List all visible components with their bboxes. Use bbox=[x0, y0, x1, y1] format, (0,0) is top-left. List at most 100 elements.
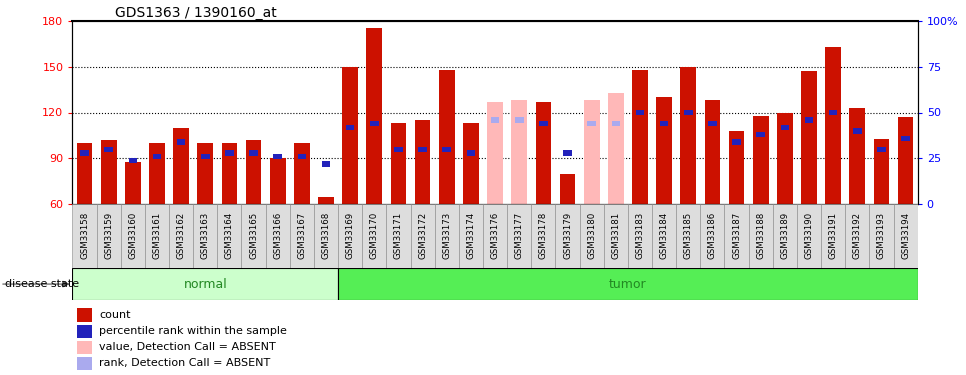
Text: GSM33184: GSM33184 bbox=[660, 212, 668, 259]
Bar bbox=[76, 324, 92, 338]
Bar bbox=[894, 204, 918, 268]
Text: GSM33181: GSM33181 bbox=[611, 212, 620, 259]
Bar bbox=[821, 204, 845, 268]
Bar bbox=[873, 138, 890, 204]
Text: tumor: tumor bbox=[610, 278, 646, 291]
Bar bbox=[169, 204, 193, 268]
Bar bbox=[386, 204, 411, 268]
Bar bbox=[656, 97, 672, 204]
Bar bbox=[680, 67, 696, 204]
Bar bbox=[245, 140, 262, 204]
Text: GSM33183: GSM33183 bbox=[636, 212, 644, 259]
Bar bbox=[76, 309, 92, 322]
Bar bbox=[555, 204, 580, 268]
Bar bbox=[829, 110, 838, 115]
Text: GSM33189: GSM33189 bbox=[781, 212, 789, 259]
Text: GSM33188: GSM33188 bbox=[756, 212, 765, 259]
Text: GSM33171: GSM33171 bbox=[394, 212, 403, 259]
Bar bbox=[346, 124, 355, 130]
Bar bbox=[611, 121, 620, 126]
Bar bbox=[608, 93, 624, 204]
Bar bbox=[732, 139, 741, 145]
Bar bbox=[773, 204, 797, 268]
Bar bbox=[242, 204, 266, 268]
Text: GSM33167: GSM33167 bbox=[298, 212, 306, 259]
Text: GSM33173: GSM33173 bbox=[442, 212, 451, 259]
Bar bbox=[531, 204, 555, 268]
Text: GSM33194: GSM33194 bbox=[901, 212, 910, 259]
Bar bbox=[338, 204, 362, 268]
Bar bbox=[217, 204, 242, 268]
Bar bbox=[897, 117, 914, 204]
Bar bbox=[97, 204, 121, 268]
Bar bbox=[439, 70, 455, 204]
Bar bbox=[700, 204, 724, 268]
Bar bbox=[366, 28, 383, 204]
Bar bbox=[342, 67, 358, 204]
Text: GSM33162: GSM33162 bbox=[177, 212, 185, 259]
Bar bbox=[249, 150, 258, 156]
Bar bbox=[221, 143, 238, 204]
Bar bbox=[604, 204, 628, 268]
Bar bbox=[173, 128, 189, 204]
Bar bbox=[684, 110, 693, 115]
Bar bbox=[539, 121, 548, 126]
Bar bbox=[636, 110, 644, 115]
Bar bbox=[708, 121, 717, 126]
Text: normal: normal bbox=[184, 278, 227, 291]
Bar bbox=[418, 147, 427, 152]
Bar bbox=[559, 174, 576, 204]
Bar bbox=[76, 143, 93, 204]
Text: GSM33174: GSM33174 bbox=[467, 212, 475, 259]
Text: GSM33190: GSM33190 bbox=[805, 212, 813, 259]
Bar bbox=[145, 204, 169, 268]
Text: GSM33187: GSM33187 bbox=[732, 212, 741, 259]
Bar bbox=[797, 204, 821, 268]
Bar bbox=[362, 204, 386, 268]
Bar bbox=[201, 154, 210, 159]
Bar bbox=[467, 150, 475, 156]
Bar bbox=[298, 154, 306, 159]
Bar bbox=[273, 154, 282, 159]
Text: GSM33166: GSM33166 bbox=[273, 212, 282, 259]
Text: value, Detection Call = ABSENT: value, Detection Call = ABSENT bbox=[99, 342, 276, 352]
Text: GSM33169: GSM33169 bbox=[346, 212, 355, 259]
Text: GSM33191: GSM33191 bbox=[829, 212, 838, 259]
Text: GDS1363 / 1390160_at: GDS1363 / 1390160_at bbox=[115, 6, 276, 20]
Text: GSM33185: GSM33185 bbox=[684, 212, 693, 259]
Bar bbox=[805, 117, 813, 123]
Bar bbox=[100, 140, 117, 204]
Text: count: count bbox=[99, 310, 131, 320]
Bar bbox=[781, 124, 789, 130]
Bar bbox=[72, 204, 97, 268]
Bar bbox=[849, 108, 866, 204]
Bar bbox=[414, 120, 431, 204]
Bar bbox=[338, 268, 918, 300]
Text: GSM33161: GSM33161 bbox=[153, 212, 161, 259]
Bar bbox=[459, 204, 483, 268]
Bar bbox=[901, 135, 910, 141]
Bar bbox=[411, 204, 435, 268]
Bar bbox=[660, 121, 668, 126]
Bar bbox=[801, 71, 817, 204]
Bar bbox=[483, 204, 507, 268]
Text: rank, Detection Call = ABSENT: rank, Detection Call = ABSENT bbox=[99, 358, 270, 368]
Text: GSM33168: GSM33168 bbox=[322, 212, 330, 259]
Bar bbox=[704, 100, 721, 204]
Bar bbox=[149, 143, 165, 204]
Bar bbox=[76, 340, 92, 354]
Bar bbox=[435, 204, 459, 268]
Bar bbox=[463, 123, 479, 204]
Bar bbox=[877, 147, 886, 152]
Bar bbox=[104, 147, 113, 152]
Bar bbox=[290, 204, 314, 268]
Text: GSM33165: GSM33165 bbox=[249, 212, 258, 259]
Text: GSM33158: GSM33158 bbox=[80, 212, 89, 259]
Bar bbox=[270, 159, 286, 204]
Text: GSM33179: GSM33179 bbox=[563, 212, 572, 259]
Text: GSM33192: GSM33192 bbox=[853, 212, 862, 259]
Text: GSM33193: GSM33193 bbox=[877, 212, 886, 259]
Bar bbox=[535, 102, 552, 204]
Text: GSM33160: GSM33160 bbox=[128, 212, 137, 259]
Bar bbox=[825, 46, 841, 204]
